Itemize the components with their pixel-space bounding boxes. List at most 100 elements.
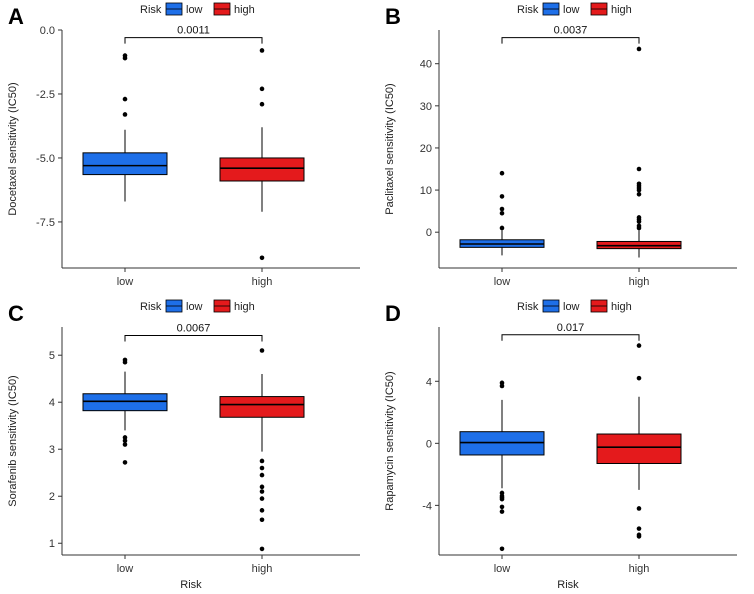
box-high — [219, 48, 305, 261]
box-iqr-high — [596, 433, 682, 464]
y-tick-label: -4 — [422, 500, 432, 512]
legend-label-high: high — [234, 4, 255, 16]
box-low — [82, 357, 168, 465]
p-value-label: 0.0037 — [554, 25, 588, 37]
y-tick-label: 3 — [49, 444, 55, 456]
outlier-point — [636, 46, 642, 52]
outlier-point — [636, 343, 642, 348]
y-tick-label: 5 — [49, 350, 55, 362]
y-tick-label: 0.0 — [40, 25, 55, 37]
outlier-point — [499, 383, 505, 389]
outlier-point — [499, 504, 505, 510]
outlier-point — [499, 225, 505, 231]
y-tick-label: -2.5 — [36, 89, 55, 101]
y-tick-label: 10 — [420, 185, 432, 197]
legend-label-high: high — [234, 301, 255, 313]
p-value-label: 0.0011 — [177, 25, 210, 37]
x-tick-label-low: low — [117, 563, 134, 575]
outlier-point — [259, 458, 265, 464]
y-tick-label: 4 — [426, 376, 432, 388]
panel-d: D Risk low high 4 0 -4 low high Rapamycin sensiti… — [377, 297, 754, 594]
box-low — [459, 380, 545, 552]
y-tick-label: 4 — [49, 397, 55, 409]
box-iqr-low — [82, 152, 168, 176]
y-tick-label: 0 — [426, 227, 432, 239]
box-low — [459, 170, 545, 256]
chart-c: C Risk low high 1 2 3 4 5 low high Sorafenib sensit… — [7, 299, 360, 591]
outlier-point — [122, 55, 128, 61]
y-tick-label: 0 — [426, 438, 432, 450]
outlier-point — [499, 170, 505, 176]
outlier-point — [636, 225, 642, 231]
legend-label-high: high — [611, 4, 632, 16]
outlier-point — [636, 219, 642, 224]
outlier-point — [636, 534, 642, 539]
outlier-point — [636, 506, 642, 511]
panel-c: C Risk low high 1 2 3 4 5 low high Sorafenib sensit… — [0, 297, 377, 594]
y-axis-title: Docetaxel sensitivity (IC50) — [7, 82, 19, 215]
p-value-label: 0.017 — [557, 322, 585, 334]
legend-label-low: low — [563, 301, 580, 313]
outlier-point — [122, 435, 128, 440]
y-tick-label: 2 — [49, 491, 55, 503]
legend-d: Risk low high — [517, 299, 632, 313]
legend-title: Risk — [140, 4, 162, 16]
outlier-point — [259, 496, 265, 501]
outlier-point — [499, 546, 505, 552]
outlier-point — [259, 546, 265, 552]
y-tick-label: 20 — [420, 143, 432, 155]
legend-b: Risk low high — [517, 2, 632, 16]
outlier-point — [122, 112, 128, 117]
panel-label-a: A — [8, 4, 24, 29]
significance-bracket: 0.0037 — [501, 25, 640, 44]
outlier-point — [259, 489, 265, 494]
x-tick-label-low: low — [494, 276, 511, 288]
outlier-point — [122, 359, 128, 365]
outlier-point — [122, 460, 128, 465]
significance-bracket: 0.0011 — [124, 25, 263, 44]
panel-a: A Risk low high 0.0 -2.5 -5.0 -7.5 low high Doceta… — [0, 0, 377, 297]
chart-a: A Risk low high 0.0 -2.5 -5.0 -7.5 low high Doceta… — [7, 2, 360, 288]
outlier-point — [499, 210, 505, 216]
outlier-point — [259, 86, 265, 92]
box-iqr-high — [219, 396, 305, 418]
panel-label-d: D — [385, 301, 401, 326]
p-value-label: 0.0067 — [177, 322, 211, 334]
legend-label-high: high — [611, 301, 632, 313]
legend-label-low: low — [563, 4, 580, 16]
outlier-point — [259, 48, 265, 53]
outlier-point — [499, 496, 505, 502]
box-iqr-low — [82, 393, 168, 412]
outlier-point — [259, 465, 265, 471]
outlier-point — [259, 101, 265, 107]
legend-title: Risk — [140, 301, 162, 313]
outlier-point — [122, 442, 128, 447]
legend-title: Risk — [517, 4, 539, 16]
x-axis-title: Risk — [180, 579, 202, 591]
outlier-point — [499, 194, 505, 199]
x-tick-label-low: low — [117, 276, 134, 288]
outlier-point — [259, 484, 265, 490]
legend-c: Risk low high — [140, 299, 255, 313]
y-axis-title: Sorafenib sensitivity (IC50) — [7, 375, 19, 506]
box-high — [596, 46, 682, 258]
chart-b: B Risk low high 0 10 20 30 40 low high Paclitaxel s… — [384, 2, 737, 288]
x-tick-label-low: low — [494, 563, 511, 575]
y-axis-title: Paclitaxel sensitivity (IC50) — [384, 83, 396, 214]
outlier-point — [259, 508, 265, 513]
box-low — [82, 53, 168, 202]
box-high — [219, 348, 305, 552]
y-axis-title: Rapamycin sensitivity (IC50) — [384, 371, 396, 510]
significance-bracket: 0.017 — [501, 322, 640, 341]
outlier-point — [636, 375, 642, 381]
legend-a: Risk low high — [140, 2, 255, 16]
x-axis-title: Risk — [557, 579, 579, 591]
outlier-point — [499, 509, 505, 514]
bracket-line — [124, 37, 263, 44]
y-tick-label: 30 — [420, 101, 432, 113]
panel-label-b: B — [385, 4, 401, 29]
outlier-point — [636, 191, 642, 197]
outlier-point — [636, 166, 642, 172]
box-high — [596, 343, 682, 539]
outlier-point — [122, 438, 128, 444]
